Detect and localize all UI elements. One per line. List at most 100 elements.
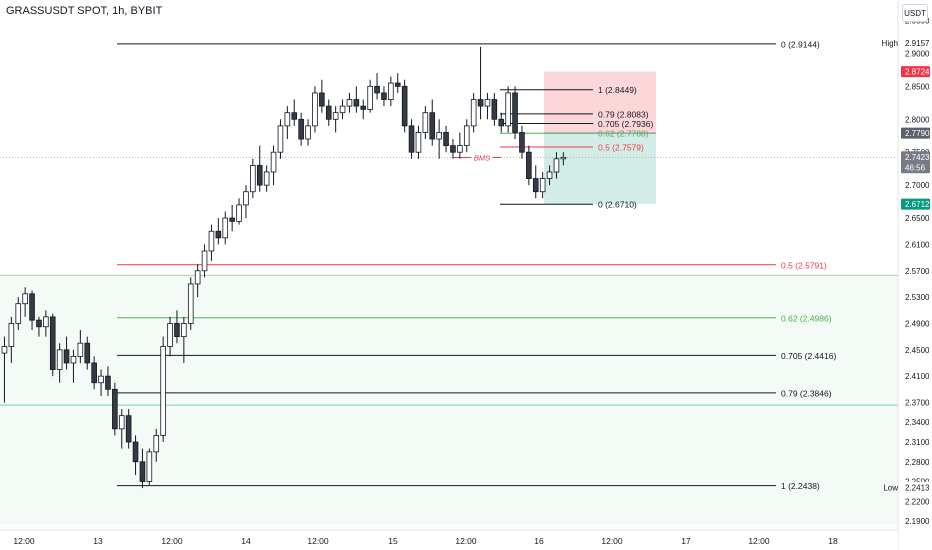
time-tick-label: 13 xyxy=(93,536,103,546)
candle-body xyxy=(22,293,28,305)
price-label-low: 2.2413 xyxy=(905,483,930,492)
candle-body xyxy=(408,125,415,153)
price-tick-label: 2.1900 xyxy=(905,517,930,526)
candle-body xyxy=(105,375,111,390)
candle-body xyxy=(70,355,77,364)
price-label-tp-bg xyxy=(901,198,930,210)
small-fib-label-0.62: 0.62 (2.7788) xyxy=(598,129,649,139)
small-fib-label-0.79: 0.79 (2.8083) xyxy=(598,109,649,119)
time-tick-label: 14 xyxy=(241,536,251,546)
candle-body xyxy=(36,319,42,328)
time-tick-label: 12:00 xyxy=(455,536,477,546)
candle-body xyxy=(319,92,325,107)
time-tick-label: 15 xyxy=(388,536,398,546)
candle-body xyxy=(112,388,118,430)
fib-label-0.5: 0.5 (2.5791) xyxy=(781,260,827,270)
candle-body xyxy=(43,316,49,328)
candle-body xyxy=(132,441,139,463)
price-tick-label: 2.6500 xyxy=(905,214,930,223)
fib-label-0.705: 0.705 (2.4416) xyxy=(781,351,836,361)
fib-label-0.79: 0.79 (2.3846) xyxy=(781,388,832,398)
price-label-last-timer: 46:56 xyxy=(905,163,926,172)
candle-body xyxy=(263,171,270,186)
bms-label: BMS xyxy=(474,153,490,162)
price-tick-label: 2.6100 xyxy=(905,240,930,249)
candle-body xyxy=(498,118,505,127)
price-label-high: 2.9157 xyxy=(905,39,930,48)
candle-body xyxy=(194,270,201,285)
price-tick-label: 2.7000 xyxy=(905,181,930,190)
candle-body xyxy=(15,303,22,324)
candle-body xyxy=(560,156,567,160)
price-tick-label: 2.2800 xyxy=(905,458,930,467)
candle-body xyxy=(305,125,311,140)
candle-body xyxy=(553,158,560,173)
candle-body xyxy=(139,461,146,482)
price-tick-label: 2.3100 xyxy=(905,438,930,447)
price-tick-label: 2.4100 xyxy=(905,372,930,381)
candle-body xyxy=(312,92,318,127)
fib-label-0: 0 (2.9144) xyxy=(781,39,820,49)
price-label-low-bg xyxy=(901,481,930,493)
candle-body xyxy=(56,349,63,370)
candle-body xyxy=(388,82,394,100)
candle-body xyxy=(484,99,491,107)
time-tick-label: 12:00 xyxy=(13,536,35,546)
price-label-high-prefix: High xyxy=(882,39,898,48)
candle-body xyxy=(153,435,160,453)
candle-body xyxy=(436,132,442,140)
candle-body xyxy=(1,346,8,354)
currency-button[interactable]: USDT xyxy=(902,4,928,22)
candle-body xyxy=(181,323,187,338)
candle-body xyxy=(546,171,553,179)
price-tick-label: 2.5300 xyxy=(905,293,930,302)
time-tick-label: 12:00 xyxy=(161,536,183,546)
candle-body xyxy=(291,112,298,120)
candle-body xyxy=(146,451,153,482)
candle-body xyxy=(491,99,498,120)
price-label-entry: 2.7790 xyxy=(905,129,930,138)
candle-body xyxy=(325,105,332,120)
time-tick-label: 12:00 xyxy=(307,536,329,546)
candle-body xyxy=(512,92,518,133)
candle-body xyxy=(360,105,367,110)
price-label-high-bg xyxy=(901,37,930,49)
small-fib-label-0: 0 (2.6710) xyxy=(598,200,637,210)
price-label-low-prefix: Low xyxy=(883,483,898,492)
candle-body xyxy=(284,112,291,127)
small-fib-label-0.5: 0.5 (2.7579) xyxy=(598,143,644,153)
price-tick-label: 2.5700 xyxy=(905,267,930,276)
price-tick-label: 2.8000 xyxy=(905,115,930,124)
candle-body xyxy=(339,105,346,114)
candle-body xyxy=(457,145,463,153)
candle-body xyxy=(201,250,208,272)
candle-body xyxy=(526,151,532,179)
candle-body xyxy=(422,112,429,133)
price-tick-label: 2.2200 xyxy=(905,497,930,506)
candle-body xyxy=(463,125,470,147)
candle-body xyxy=(332,112,339,120)
price-label-last-bg xyxy=(901,151,930,174)
candle-body xyxy=(415,132,422,153)
price-label-sl-bg xyxy=(901,66,930,78)
price-label-sl: 2.8724 xyxy=(905,68,930,77)
stop-loss-zone xyxy=(544,71,656,134)
candle-body xyxy=(381,92,387,100)
time-tick-label: 12:00 xyxy=(748,536,770,546)
small-fib-label-0.705: 0.705 (2.7936) xyxy=(598,119,653,129)
candle-body xyxy=(8,323,15,347)
candle-body xyxy=(63,349,70,364)
candle-body xyxy=(84,342,91,364)
candle-body xyxy=(505,92,511,127)
price-tick-label: 2.9000 xyxy=(905,49,930,58)
time-tick-label: 16 xyxy=(534,536,544,546)
candle-body xyxy=(470,99,477,127)
candle-body xyxy=(532,178,539,193)
symbol-title: GRASSUSDT SPOT, 1h, BYBIT xyxy=(6,5,163,17)
candle-body xyxy=(250,164,256,193)
candle-body xyxy=(477,99,484,107)
candle-body xyxy=(236,204,242,222)
candle-body xyxy=(49,316,56,370)
price-label-entry-bg xyxy=(901,127,930,139)
